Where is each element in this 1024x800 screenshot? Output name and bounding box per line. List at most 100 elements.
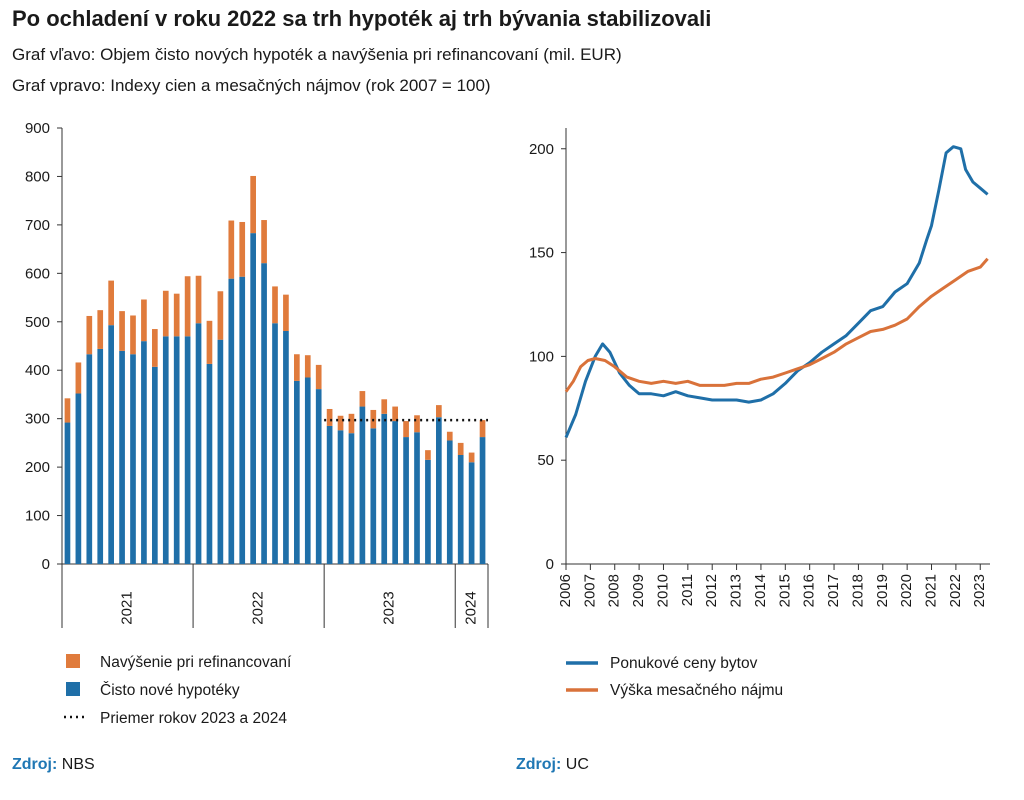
source-left-value: NBS bbox=[61, 756, 95, 773]
x-tick-label-right: 2008 bbox=[606, 574, 623, 607]
legend-label-offer-prices: Ponukové ceny bytov bbox=[610, 655, 758, 672]
y-tick-label-left: 400 bbox=[25, 362, 50, 379]
bar-new-mortgages bbox=[97, 348, 104, 564]
bar-refinancing-increase bbox=[272, 286, 278, 324]
y-tick-label-left: 200 bbox=[25, 459, 50, 476]
legend-label-new-mortgages: Čisto nové hypotéky bbox=[100, 682, 240, 699]
bar-new-mortgages bbox=[283, 330, 289, 564]
x-tick-label-right: 2009 bbox=[630, 574, 647, 607]
x-tick-label-right: 2020 bbox=[898, 574, 915, 607]
year-label: 2021 bbox=[119, 591, 136, 624]
x-tick-label-right: 2013 bbox=[728, 574, 745, 607]
legend-swatch-refinancing bbox=[66, 654, 80, 668]
x-tick-label-right: 2016 bbox=[801, 574, 818, 607]
bar-new-mortgages bbox=[414, 432, 420, 564]
legend-label-rent: Výška mesačného nájmu bbox=[610, 682, 783, 699]
bar-refinancing-increase bbox=[294, 354, 300, 381]
bar-refinancing-increase bbox=[228, 220, 235, 279]
x-tick-label-right: 2007 bbox=[581, 574, 598, 607]
x-tick-label-right: 2014 bbox=[752, 574, 769, 607]
bar-refinancing-increase bbox=[446, 431, 453, 441]
bar-new-mortgages bbox=[337, 430, 344, 564]
source-left-label: Zdroj: bbox=[12, 756, 58, 773]
bar-refinancing-increase bbox=[283, 294, 289, 331]
bar-new-mortgages bbox=[392, 421, 398, 564]
bar-new-mortgages bbox=[304, 377, 311, 564]
bar-new-mortgages bbox=[436, 417, 442, 564]
y-tick-label-left: 300 bbox=[25, 411, 50, 428]
y-tick-label-left: 500 bbox=[25, 314, 50, 331]
bar-new-mortgages bbox=[162, 336, 169, 564]
bar-new-mortgages bbox=[152, 366, 158, 564]
bar-new-mortgages bbox=[425, 459, 431, 564]
bar-new-mortgages bbox=[75, 393, 82, 564]
bar-refinancing-increase bbox=[359, 391, 366, 407]
bar-refinancing-increase bbox=[184, 276, 191, 337]
bar-new-mortgages bbox=[446, 440, 453, 564]
x-tick-label-right: 2017 bbox=[825, 574, 842, 607]
bar-refinancing-increase bbox=[326, 408, 333, 426]
bar-refinancing-increase bbox=[64, 398, 71, 423]
bar-new-mortgages bbox=[457, 455, 464, 564]
year-label: 2022 bbox=[250, 591, 267, 624]
x-tick-label-right: 2021 bbox=[922, 574, 939, 607]
bar-refinancing-increase bbox=[425, 450, 431, 460]
y-tick-label-left: 600 bbox=[25, 265, 50, 282]
x-tick-label-right: 2023 bbox=[971, 574, 988, 607]
bar-new-mortgages bbox=[130, 354, 136, 564]
source-right-value: UC bbox=[565, 756, 589, 773]
bar-new-mortgages bbox=[479, 437, 486, 564]
source-left: Zdroj: NBS bbox=[12, 756, 95, 774]
bar-refinancing-increase bbox=[414, 415, 420, 433]
y-tick-label-left: 700 bbox=[25, 217, 50, 234]
y-tick-label-right: 150 bbox=[529, 245, 554, 262]
bar-refinancing-increase bbox=[195, 275, 202, 324]
bar-refinancing-increase bbox=[239, 221, 246, 277]
subtitle-left: Graf vľavo: Objem čisto nových hypoték a… bbox=[12, 45, 622, 64]
bar-refinancing-increase bbox=[141, 299, 147, 342]
bar-new-mortgages bbox=[184, 336, 191, 564]
bar-new-mortgages bbox=[195, 323, 202, 564]
bar-refinancing-increase bbox=[457, 442, 464, 455]
x-tick-label-right: 2019 bbox=[874, 574, 891, 607]
bar-refinancing-increase bbox=[206, 320, 213, 364]
source-right: Zdroj: UC bbox=[516, 756, 589, 774]
x-tick-label-right: 2006 bbox=[557, 574, 574, 607]
bar-new-mortgages bbox=[315, 389, 322, 564]
subtitle-right: Graf vpravo: Indexy cien a mesačných náj… bbox=[12, 76, 491, 95]
bar-new-mortgages bbox=[370, 428, 377, 564]
bar-new-mortgages bbox=[64, 422, 71, 564]
bar-new-mortgages bbox=[359, 406, 366, 564]
bar-refinancing-increase bbox=[86, 315, 93, 355]
y-tick-label-right: 200 bbox=[529, 141, 554, 158]
series-line-rent bbox=[564, 257, 989, 393]
bar-new-mortgages bbox=[239, 276, 246, 564]
x-tick-label-right: 2018 bbox=[849, 574, 866, 607]
x-tick-label-right: 2012 bbox=[703, 574, 720, 607]
bar-refinancing-increase bbox=[468, 452, 475, 463]
right-line-chart: 0 50 100 150 200 2006 2007 2008 2009 2010 2011 2012… bbox=[529, 128, 990, 699]
y-tick-label-left: 0 bbox=[42, 556, 50, 573]
bar-refinancing-increase bbox=[75, 362, 82, 394]
bar-new-mortgages bbox=[206, 363, 213, 564]
bar-new-mortgages bbox=[119, 350, 125, 564]
bar-new-mortgages bbox=[86, 354, 93, 564]
bar-new-mortgages bbox=[326, 425, 333, 564]
bar-refinancing-increase bbox=[436, 405, 442, 418]
x-tick-label-right: 2010 bbox=[654, 574, 671, 607]
bar-new-mortgages bbox=[348, 433, 355, 564]
bar-refinancing-increase bbox=[152, 329, 158, 367]
bar-refinancing-increase bbox=[403, 421, 409, 438]
x-tick-label-right: 2011 bbox=[679, 574, 696, 606]
bar-new-mortgages bbox=[108, 325, 114, 564]
year-label: 2023 bbox=[381, 591, 398, 624]
legend-label-refinancing: Navýšenie pri refinancovaní bbox=[100, 654, 292, 671]
bar-new-mortgages bbox=[228, 278, 235, 564]
bar-refinancing-increase bbox=[108, 280, 114, 326]
bar-refinancing-increase bbox=[97, 310, 104, 349]
source-right-label: Zdroj: bbox=[516, 756, 562, 773]
x-tick-label-right: 2015 bbox=[776, 574, 793, 607]
bar-new-mortgages bbox=[468, 462, 475, 564]
bar-refinancing-increase bbox=[173, 293, 180, 337]
